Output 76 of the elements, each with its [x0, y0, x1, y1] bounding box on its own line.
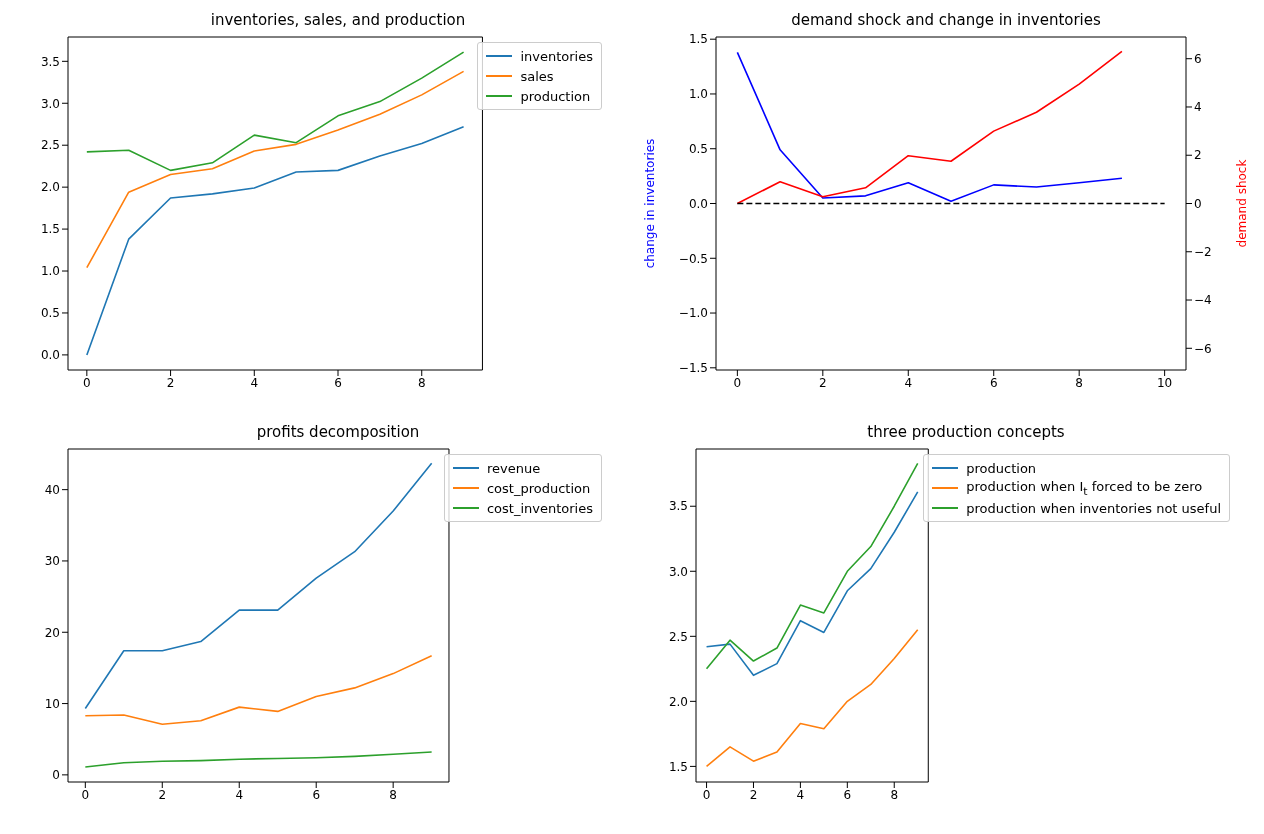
x-tick-label: 4: [250, 375, 259, 390]
x-tick-label: 10: [1157, 375, 1173, 390]
legend-label: production: [520, 88, 591, 104]
x-tick-label: 2: [749, 787, 758, 802]
x-tick-label: 8: [417, 375, 426, 390]
y-tick-label: 3.5: [668, 499, 688, 514]
y2-tick-label: 6: [1194, 51, 1202, 66]
line-series: [705, 629, 919, 768]
x-tick-label: 0: [733, 375, 742, 390]
x-tick-label: 4: [796, 787, 805, 802]
y-tick-label: 30: [44, 554, 60, 569]
y2-tick-label: 4: [1194, 100, 1202, 115]
y-tick-label: 0.5: [40, 306, 60, 321]
y-tick-label: 3.5: [40, 54, 60, 69]
chart-title: demand shock and change in inventories: [790, 10, 1102, 31]
legend-label: production when inventories not useful: [966, 500, 1221, 516]
legend-label: revenue: [486, 460, 541, 476]
y-tick-label: 1.0: [688, 87, 708, 102]
y-tick-label: −0.5: [678, 251, 708, 266]
y2-tick-label: −4: [1194, 293, 1212, 308]
y-tick-label: 1.5: [688, 32, 708, 47]
chart-title: profits decomposition: [255, 422, 421, 443]
text: three production concepts: [866, 422, 1066, 443]
y-tick-label: 0.5: [688, 141, 708, 156]
y-tick-label: 10: [44, 696, 60, 711]
y-tick-label: 2.5: [40, 138, 60, 153]
x-tick-label: 4: [904, 375, 913, 390]
y-axis-title: change in inventories: [643, 138, 658, 269]
x-tick-label: 2: [158, 787, 167, 802]
y-tick-label: −1.5: [678, 361, 708, 376]
line-series: [84, 462, 433, 710]
y2-tick-label: −2: [1194, 245, 1212, 260]
line-series: [705, 491, 919, 677]
y2-tick-label: 0: [1194, 196, 1202, 211]
legend-label: inventories: [520, 48, 593, 64]
x-tick-label: 6: [843, 787, 852, 802]
y2-axis-title: demand shock: [1235, 159, 1250, 248]
chart-title: inventories, sales, and production: [209, 10, 467, 31]
y-tick-label: −1.0: [678, 306, 708, 321]
y-tick-label: 1.0: [40, 264, 60, 279]
x-tick-label: 6: [312, 787, 321, 802]
line-series: [84, 654, 433, 726]
line-series: [84, 751, 433, 768]
legend-label: cost_production: [486, 480, 591, 496]
x-tick-label: 2: [819, 375, 827, 390]
x-tick-label: 0: [81, 787, 90, 802]
y2-tick-label: 2: [1194, 148, 1202, 163]
y-tick-label: 3.0: [668, 564, 688, 579]
y-tick-label: 0.0: [688, 196, 708, 211]
x-tick-label: 8: [1075, 375, 1083, 390]
line-series: [86, 51, 465, 172]
y-tick-label: 20: [44, 625, 60, 640]
y-tick-label: 1.5: [668, 759, 688, 774]
x-tick-label: 4: [235, 787, 244, 802]
x-tick-label: 8: [389, 787, 397, 802]
y-tick-label: 0.0: [40, 348, 60, 363]
y2-tick-label: −6: [1194, 341, 1212, 356]
y-tick-label: 1.5: [40, 222, 60, 237]
x-tick-label: 6: [989, 375, 998, 390]
line-series: [86, 70, 465, 269]
x-tick-label: 2: [166, 375, 175, 390]
y-tick-label: 40: [44, 482, 60, 497]
x-tick-label: 6: [334, 375, 342, 390]
y-tick-label: 0: [52, 768, 60, 783]
x-tick-label: 8: [890, 787, 899, 802]
legend-label: sales: [520, 68, 554, 84]
y-tick-label: 3.0: [40, 96, 60, 111]
legend-label: production: [966, 460, 1037, 476]
legend-label: production when I$_{t}$ forced to be zero: [966, 478, 1203, 498]
line-series: [86, 125, 465, 356]
y-tick-label: 2.0: [40, 180, 60, 195]
legend-label: cost_inventories: [486, 500, 593, 516]
y-tick-label: 2.5: [668, 629, 688, 644]
x-tick-label: 0: [83, 375, 91, 390]
line-series: [705, 462, 919, 670]
y-tick-label: 2.0: [668, 694, 688, 709]
